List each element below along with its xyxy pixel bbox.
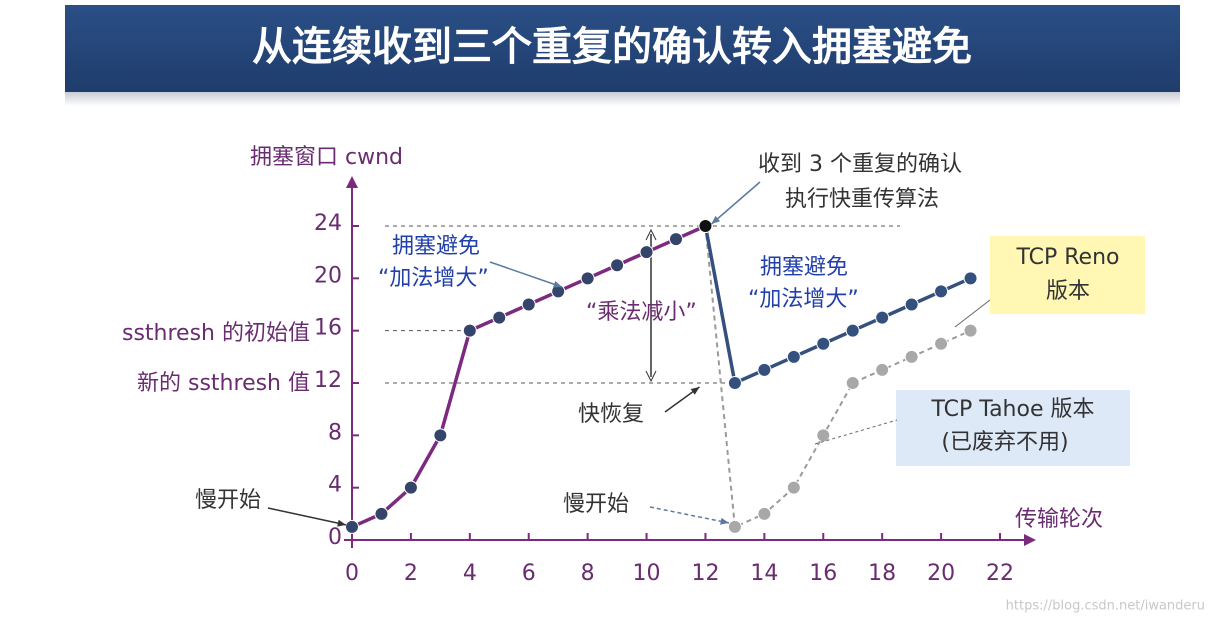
data-point bbox=[433, 428, 448, 443]
annotation: 拥塞避免 bbox=[392, 234, 480, 259]
x-axis-arrow bbox=[1024, 534, 1036, 546]
pointer-head bbox=[690, 387, 700, 395]
annotation: 执行快重传算法 bbox=[785, 187, 939, 212]
data-point bbox=[345, 519, 359, 534]
pointer bbox=[267, 507, 347, 526]
data-point bbox=[639, 245, 654, 260]
data-point bbox=[934, 336, 949, 351]
y-tick-label: 0 bbox=[328, 525, 342, 550]
data-point bbox=[875, 310, 890, 325]
annotation: 新的 ssthresh 值 bbox=[137, 371, 310, 396]
x-tick-label: 22 bbox=[986, 561, 1014, 586]
arrow-head bbox=[645, 370, 657, 383]
data-point bbox=[698, 219, 713, 233]
data-point bbox=[669, 232, 683, 247]
annotation: 拥塞避免 bbox=[760, 255, 848, 280]
data-point bbox=[845, 376, 860, 390]
data-point bbox=[816, 336, 831, 351]
y-axis-label: 拥塞窗口 cwnd bbox=[250, 145, 403, 170]
series-line bbox=[704, 225, 971, 529]
data-point bbox=[904, 349, 919, 364]
annotation: 收到 3 个重复的确认 bbox=[758, 152, 962, 177]
data-point bbox=[521, 297, 536, 312]
annotation: 版本 bbox=[1046, 279, 1090, 304]
annotation: https://blog.csdn.net/iwanderu bbox=[1006, 599, 1205, 614]
data-point bbox=[580, 271, 595, 286]
annotation: TCP Reno bbox=[1015, 245, 1119, 270]
y-tick-label: 8 bbox=[328, 420, 342, 445]
tahoe-box bbox=[896, 390, 1130, 466]
pointer bbox=[710, 181, 761, 225]
series-line bbox=[703, 225, 972, 386]
y-axis-arrow bbox=[346, 176, 358, 188]
pointer-head bbox=[720, 517, 729, 525]
y-tick-label: 20 bbox=[314, 263, 342, 288]
header-shadow bbox=[65, 92, 1180, 106]
x-tick-label: 12 bbox=[691, 561, 719, 586]
reno-box bbox=[990, 236, 1145, 314]
data-point bbox=[727, 376, 742, 390]
y-tick-label: 12 bbox=[314, 368, 342, 393]
x-tick-label: 20 bbox=[927, 561, 955, 586]
annotation: ssthresh 的初始值 bbox=[122, 321, 310, 346]
annotation: 慢开始 bbox=[195, 488, 261, 513]
x-axis-label: 传输轮次 bbox=[1015, 507, 1103, 532]
data-point bbox=[492, 310, 507, 325]
x-tick-label: 10 bbox=[633, 561, 661, 586]
annotation: 慢开始 bbox=[563, 492, 629, 517]
arrow-head bbox=[645, 228, 657, 241]
annotation: “加法增大” bbox=[378, 266, 489, 291]
x-tick-label: 14 bbox=[750, 561, 778, 586]
data-point bbox=[757, 506, 772, 521]
annotation: (已废弃不用) bbox=[941, 430, 1068, 455]
pointer bbox=[954, 299, 991, 328]
data-point bbox=[934, 284, 949, 299]
data-point bbox=[462, 323, 477, 338]
data-point bbox=[963, 323, 978, 338]
pointer-head bbox=[711, 215, 721, 224]
annotation: “乘法减小” bbox=[586, 300, 697, 325]
data-point bbox=[786, 349, 801, 364]
data-point bbox=[374, 506, 389, 521]
x-tick-label: 16 bbox=[809, 561, 837, 586]
data-point bbox=[727, 519, 742, 534]
data-point bbox=[904, 297, 919, 312]
x-tick-label: 2 bbox=[404, 561, 418, 586]
annotation: “加法增大” bbox=[748, 287, 859, 312]
x-tick-label: 0 bbox=[345, 561, 359, 586]
header-banner bbox=[65, 5, 1180, 92]
chart-title: 从连续收到三个重复的确认转入拥塞避免 bbox=[252, 24, 972, 70]
y-tick-label: 24 bbox=[314, 211, 342, 236]
data-point bbox=[786, 480, 801, 495]
x-tick-label: 6 bbox=[522, 561, 536, 586]
data-point bbox=[875, 362, 890, 377]
pointer bbox=[814, 419, 898, 445]
pointer-head bbox=[553, 280, 562, 288]
pointer-head bbox=[337, 519, 346, 527]
y-tick-label: 16 bbox=[314, 316, 342, 341]
data-point bbox=[963, 271, 978, 286]
pointer bbox=[649, 506, 730, 524]
annotation: 快恢复 bbox=[578, 402, 644, 427]
x-tick-label: 18 bbox=[868, 561, 896, 586]
pointer bbox=[489, 261, 563, 288]
y-tick-label: 4 bbox=[328, 473, 342, 498]
x-tick-label: 8 bbox=[581, 561, 595, 586]
data-point bbox=[845, 323, 860, 338]
data-point bbox=[403, 480, 418, 495]
x-tick-label: 4 bbox=[463, 561, 477, 586]
data-point bbox=[610, 258, 625, 273]
data-point bbox=[757, 362, 772, 377]
annotation: TCP Tahoe 版本 bbox=[931, 397, 1095, 422]
